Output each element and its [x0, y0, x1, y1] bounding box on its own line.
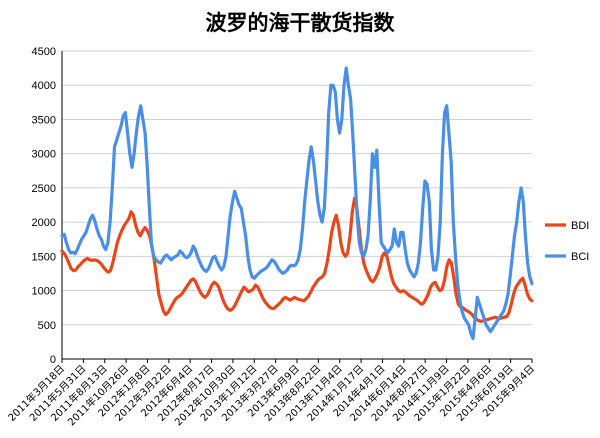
y-tick-label: 4000 — [32, 80, 56, 92]
series-line-bci — [60, 66, 534, 341]
legend-label-bdi: BDI — [571, 220, 589, 232]
chart-title: 波罗的海干散货指数 — [206, 11, 396, 35]
y-tick-label: 0 — [50, 354, 56, 366]
plot-area — [60, 66, 534, 341]
x-axis: 2011年3月18日2011年5月31日2011年8月13日2011年10月26… — [5, 359, 537, 428]
y-tick-label: 3000 — [32, 149, 56, 161]
y-axis: 0 500 1000 1500 2000 2500 3000 3500 4000 4500 — [32, 46, 532, 366]
y-tick-label: 1500 — [32, 251, 56, 263]
y-tick-label: 2500 — [32, 183, 56, 195]
legend-label-bci: BCI — [571, 251, 589, 263]
gridlines — [62, 50, 532, 326]
y-tick-label: 1000 — [32, 286, 56, 298]
legend: BDI BCI — [545, 220, 589, 263]
series-line-bdi — [60, 196, 534, 323]
y-tick-label: 4500 — [32, 46, 56, 58]
y-tick-label: 3500 — [32, 114, 56, 126]
y-tick-label: 2000 — [32, 217, 56, 229]
y-tick-label: 500 — [38, 320, 56, 332]
